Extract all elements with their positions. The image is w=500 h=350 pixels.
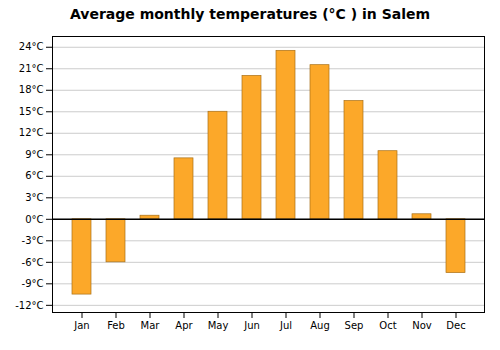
svg-text:0°C: 0°C <box>25 214 43 225</box>
svg-text:-3°C: -3°C <box>22 235 44 246</box>
svg-text:15°C: 15°C <box>19 106 44 117</box>
svg-text:-9°C: -9°C <box>22 278 44 289</box>
svg-text:6°C: 6°C <box>25 170 43 181</box>
svg-text:Jan: Jan <box>73 320 89 331</box>
svg-text:9°C: 9°C <box>25 149 43 160</box>
svg-text:3°C: 3°C <box>25 192 43 203</box>
svg-text:Dec: Dec <box>446 320 465 331</box>
svg-text:Mar: Mar <box>141 320 161 331</box>
svg-text:Jul: Jul <box>279 320 292 331</box>
svg-text:-6°C: -6°C <box>22 257 44 268</box>
svg-text:Jun: Jun <box>243 320 260 331</box>
svg-text:Aug: Aug <box>310 320 330 331</box>
svg-text:18°C: 18°C <box>19 84 44 95</box>
svg-text:Nov: Nov <box>412 320 432 331</box>
svg-text:Oct: Oct <box>379 320 396 331</box>
svg-text:24°C: 24°C <box>19 41 44 52</box>
svg-text:12°C: 12°C <box>19 127 44 138</box>
svg-text:21°C: 21°C <box>19 63 44 74</box>
html-text:Average monthly temperatures (: Average monthly temperatures (°C ) in Sa… <box>69 6 431 22</box>
svg-text:Apr: Apr <box>175 320 193 331</box>
svg-text:Sep: Sep <box>345 320 364 331</box>
svg-text:Feb: Feb <box>107 320 125 331</box>
svg-text:May: May <box>208 320 229 331</box>
svg-text:-12°C: -12°C <box>15 300 43 311</box>
